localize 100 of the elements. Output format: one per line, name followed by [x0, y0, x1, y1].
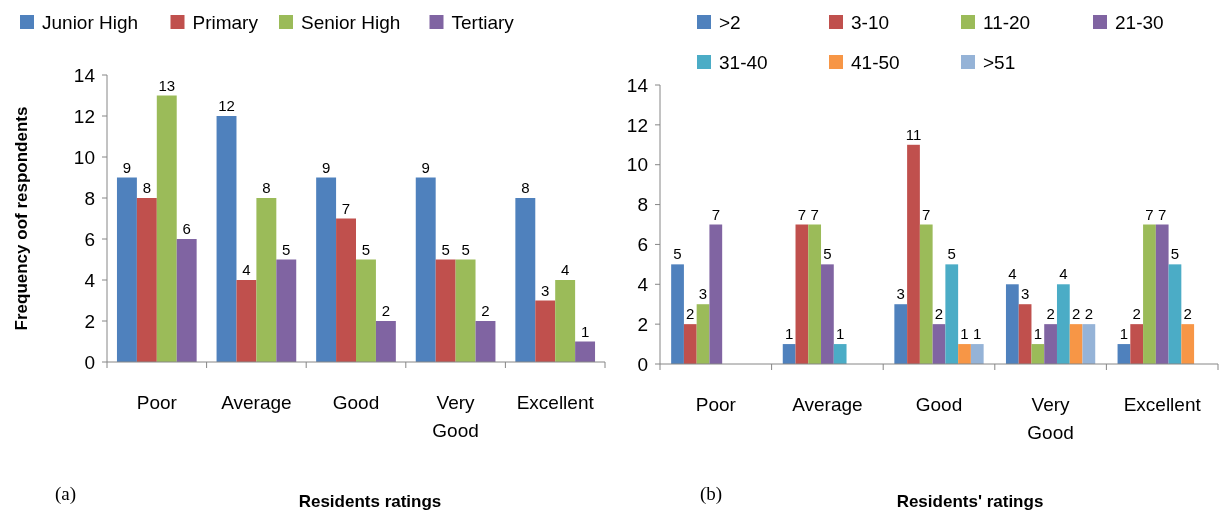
legend-label: Primary [192, 11, 259, 33]
bar [236, 280, 257, 362]
bar [1181, 324, 1195, 364]
y-tick-label: 4 [637, 273, 649, 295]
data-label: 5 [461, 240, 470, 258]
bar [216, 116, 237, 362]
bar [415, 177, 436, 362]
x-tick-label: Poor [695, 394, 737, 415]
y-tick-label: 10 [73, 146, 95, 168]
bar [696, 304, 710, 364]
data-label: 2 [1132, 305, 1141, 323]
data-label: 7 [922, 205, 931, 223]
bar [475, 321, 496, 362]
data-label: 1 [960, 325, 969, 343]
data-label: 2 [934, 305, 944, 323]
x-tick-label: Very Good [1027, 394, 1074, 443]
bar [356, 259, 376, 362]
bar [1168, 264, 1182, 364]
legend-label: >51 [983, 51, 1016, 73]
data-label: 2 [1046, 305, 1055, 323]
bar [1056, 284, 1070, 364]
data-label: 8 [142, 179, 152, 196]
data-label: 1 [784, 325, 794, 343]
bar [907, 144, 920, 364]
bar [932, 324, 946, 364]
bar [808, 224, 822, 364]
data-label: 1 [1119, 325, 1129, 343]
bar [1117, 344, 1131, 364]
data-label: 11 [905, 125, 922, 143]
data-label: 4 [1008, 265, 1017, 283]
data-label: 5 [441, 240, 450, 258]
data-label: 1 [973, 325, 982, 343]
bar [276, 259, 297, 362]
data-label: 7 [797, 205, 807, 223]
data-label: 6 [182, 220, 191, 237]
y-tick-label: 12 [626, 114, 648, 136]
bar [709, 224, 723, 364]
bar [515, 198, 536, 362]
data-label: 5 [823, 245, 832, 263]
y-tick-label: 14 [626, 74, 649, 96]
y-tick-label: 8 [84, 187, 95, 209]
y-tick-label: 2 [637, 313, 648, 335]
data-label: 7 [341, 199, 351, 217]
bar [156, 95, 177, 362]
bar [894, 304, 908, 364]
bar [316, 177, 337, 362]
y-tick-label: 2 [84, 310, 95, 332]
bar [958, 344, 971, 364]
data-label: 7 [711, 205, 720, 223]
bar [575, 341, 596, 362]
bar [1130, 324, 1144, 364]
data-label: 1 [1033, 325, 1043, 343]
bar [435, 259, 456, 362]
data-label: 4 [1059, 265, 1068, 283]
legend-label: Junior High [42, 11, 139, 33]
data-label: 2 [481, 302, 490, 319]
data-label: 8 [521, 179, 530, 196]
bar [256, 198, 277, 362]
bar [455, 259, 476, 362]
bar [795, 224, 809, 364]
data-label: 1 [835, 325, 845, 343]
y-tick-label: 14 [73, 64, 96, 86]
bar [833, 344, 847, 364]
data-label: 2 [381, 302, 391, 319]
data-label: 2 [1071, 305, 1081, 323]
y-tick-label: 10 [626, 154, 648, 176]
text: (b) [700, 483, 723, 505]
x-tick-label: Poor [136, 392, 178, 413]
bar [1143, 224, 1156, 364]
y-tick-label: 12 [73, 105, 95, 127]
data-label: 3 [698, 285, 708, 303]
bar [1155, 224, 1169, 364]
bar [671, 264, 684, 364]
bar [970, 344, 984, 364]
bar [683, 324, 697, 364]
data-label: 13 [158, 76, 176, 94]
legend-label: Tertiary [451, 11, 515, 33]
legend-label: >2 [719, 11, 741, 33]
data-label: 3 [541, 281, 550, 299]
bar [1005, 284, 1019, 364]
data-label: 2 [1183, 305, 1192, 323]
data-label: 2 [1084, 305, 1094, 323]
y-tick-label: 0 [84, 351, 95, 373]
bar [945, 264, 959, 364]
x-axis-title: Residents ratings [298, 492, 442, 511]
x-tick-label: Very Good [432, 392, 479, 441]
bar [555, 280, 576, 362]
data-label: 3 [896, 285, 905, 303]
legend-label: Senior High [301, 11, 401, 33]
text: (a) [55, 483, 77, 505]
legend-label: 11-20 [983, 11, 1031, 33]
y-tick-label: 4 [84, 269, 96, 291]
data-label: 9 [122, 158, 132, 176]
y-tick-label: 6 [84, 228, 95, 250]
data-label: 2 [686, 305, 695, 323]
y-axis-title: Frequency oof respondents [12, 106, 31, 331]
legend-label: 3-10 [851, 11, 890, 33]
x-tick-label: Good [915, 394, 963, 415]
x-tick-label: Good [332, 392, 380, 413]
bar [535, 300, 556, 362]
